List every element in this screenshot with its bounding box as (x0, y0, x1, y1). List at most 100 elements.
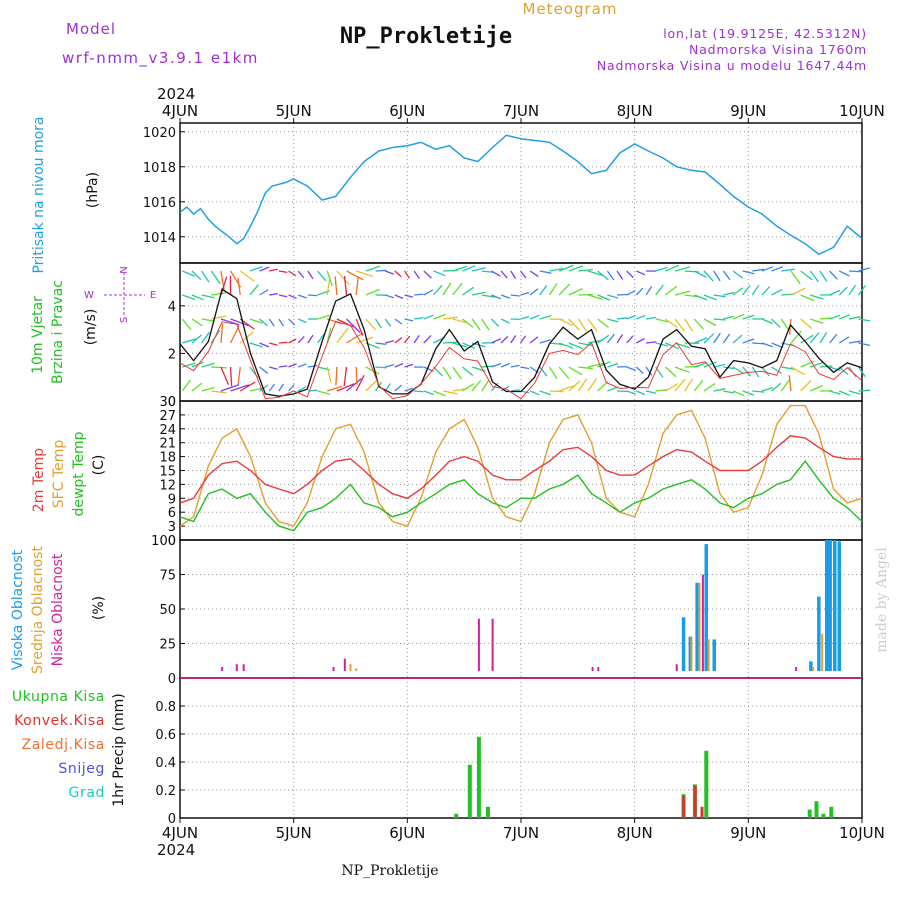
conv-rain-label: Konvek.Kisa (14, 713, 105, 729)
temperature-labels: 2m Temp SFC Temp dewpt Temp (C) (31, 431, 107, 516)
y-tick-label: 1020 (143, 126, 176, 141)
wind-arrows (182, 265, 870, 396)
wind-arrow (385, 271, 394, 274)
cloud-bar (221, 667, 223, 671)
wind-arrow (530, 337, 538, 343)
wind-arrow (424, 271, 432, 278)
high-cloud-label: Visoka Oblacnost (10, 549, 26, 670)
wind-arrow (520, 271, 526, 278)
precip-labels: Ukupna Kisa Konvek.Kisa Zaledj.Kisa Snij… (12, 689, 127, 807)
wind-arrow (298, 319, 306, 323)
wind-arrow (472, 268, 485, 271)
wind-arrow (279, 342, 288, 343)
wind-arrow (762, 343, 773, 347)
wind-arrow (345, 276, 347, 295)
wind-arrow (385, 295, 394, 298)
wind-arrow (723, 316, 734, 319)
wind-arrow (308, 271, 313, 279)
y-tick-label: 24 (159, 423, 176, 438)
wind-arrow (269, 269, 277, 271)
wind-arrow (376, 367, 387, 368)
cloud-bar (478, 619, 480, 671)
y-tick-label: 0.6 (155, 728, 176, 743)
compass-east: E (150, 290, 156, 301)
wind-arrow (685, 319, 693, 331)
wind-arrow (801, 319, 812, 329)
wind-arrow (289, 339, 297, 343)
wind-arrow (830, 315, 841, 319)
wind-arrow (733, 314, 744, 319)
wind-arrow (627, 271, 634, 278)
wind-arrow (675, 367, 689, 372)
cloud-bar (705, 544, 709, 671)
wind-arrow (472, 319, 480, 330)
wind-arrow (344, 367, 346, 386)
wind-arrow (269, 384, 274, 391)
wind-arrow (453, 367, 462, 379)
wind-arrow (221, 324, 223, 343)
cloud-unit: (%) (91, 596, 107, 620)
wind-arrow (772, 319, 781, 327)
y-tick-label: 0.4 (155, 756, 176, 771)
wind-arrow (260, 290, 269, 296)
wind-arrow (221, 385, 239, 391)
x-tick-label-top: 4JUN (162, 102, 198, 120)
x-tick-label-top: 9JUN (730, 102, 766, 120)
x-tick-label-bottom: 10JUN (839, 824, 885, 842)
cloud-bar (236, 664, 238, 671)
wind-arrow (395, 385, 402, 391)
wind-arrow (733, 271, 743, 278)
wind-arrow (211, 316, 226, 319)
wind-arrow (810, 319, 823, 323)
wind-arrow (636, 316, 645, 320)
meteogram-label: Meteogram (523, 0, 618, 18)
wind-arrow (781, 269, 794, 271)
wind-arrow (211, 367, 226, 368)
y-tick-label: 1014 (143, 231, 176, 246)
wind-arrow (694, 380, 703, 391)
wind-arrow (376, 319, 382, 328)
wind-arrow (491, 271, 500, 276)
wind-arrow (733, 367, 743, 373)
wind-arrow (211, 271, 220, 284)
wind-arrow (269, 343, 277, 345)
wind-arrow (318, 271, 326, 281)
wind-arrow (772, 343, 783, 348)
wind-arrow (588, 378, 597, 391)
dewpt-label: dewpt Temp (71, 431, 87, 516)
cloud-labels: Visoka Oblacnost Srednja Oblacnost Niska… (10, 546, 107, 674)
y-tick-label: 2 (168, 347, 176, 362)
wind-arrow (308, 295, 317, 296)
wind-arrow (839, 315, 850, 319)
cloud-bar (344, 659, 346, 671)
wind-arrow (443, 342, 458, 343)
wind-arrow (501, 295, 510, 298)
wind-arrow (549, 283, 557, 295)
cloud-bar (699, 583, 701, 671)
wind-arrow (636, 391, 645, 395)
wind-arrow (607, 271, 614, 280)
wind-arrow (607, 387, 617, 391)
wind-arrow (491, 319, 498, 327)
precip-bar (486, 807, 490, 818)
wind-arrow (269, 319, 274, 326)
wind-arrow (472, 380, 481, 391)
y-tick-label: 18 (159, 451, 176, 466)
wind-arrow (665, 286, 677, 295)
wind-arrow (830, 271, 838, 279)
precip-bar (694, 786, 697, 818)
wind-arrow (530, 271, 538, 277)
wind-arrow (733, 391, 744, 396)
wind-arrow (491, 364, 501, 368)
wind-arrow (646, 342, 656, 343)
precip-bar (815, 801, 819, 818)
wind-arrow (714, 333, 721, 343)
wind-arrow (733, 288, 743, 295)
wind-arrow (540, 286, 547, 296)
wind-arrow (549, 391, 563, 392)
wind-arrow (791, 331, 802, 343)
cloud-bar (708, 639, 710, 671)
wind-arrow (385, 341, 394, 343)
wind-arrow (211, 293, 226, 295)
